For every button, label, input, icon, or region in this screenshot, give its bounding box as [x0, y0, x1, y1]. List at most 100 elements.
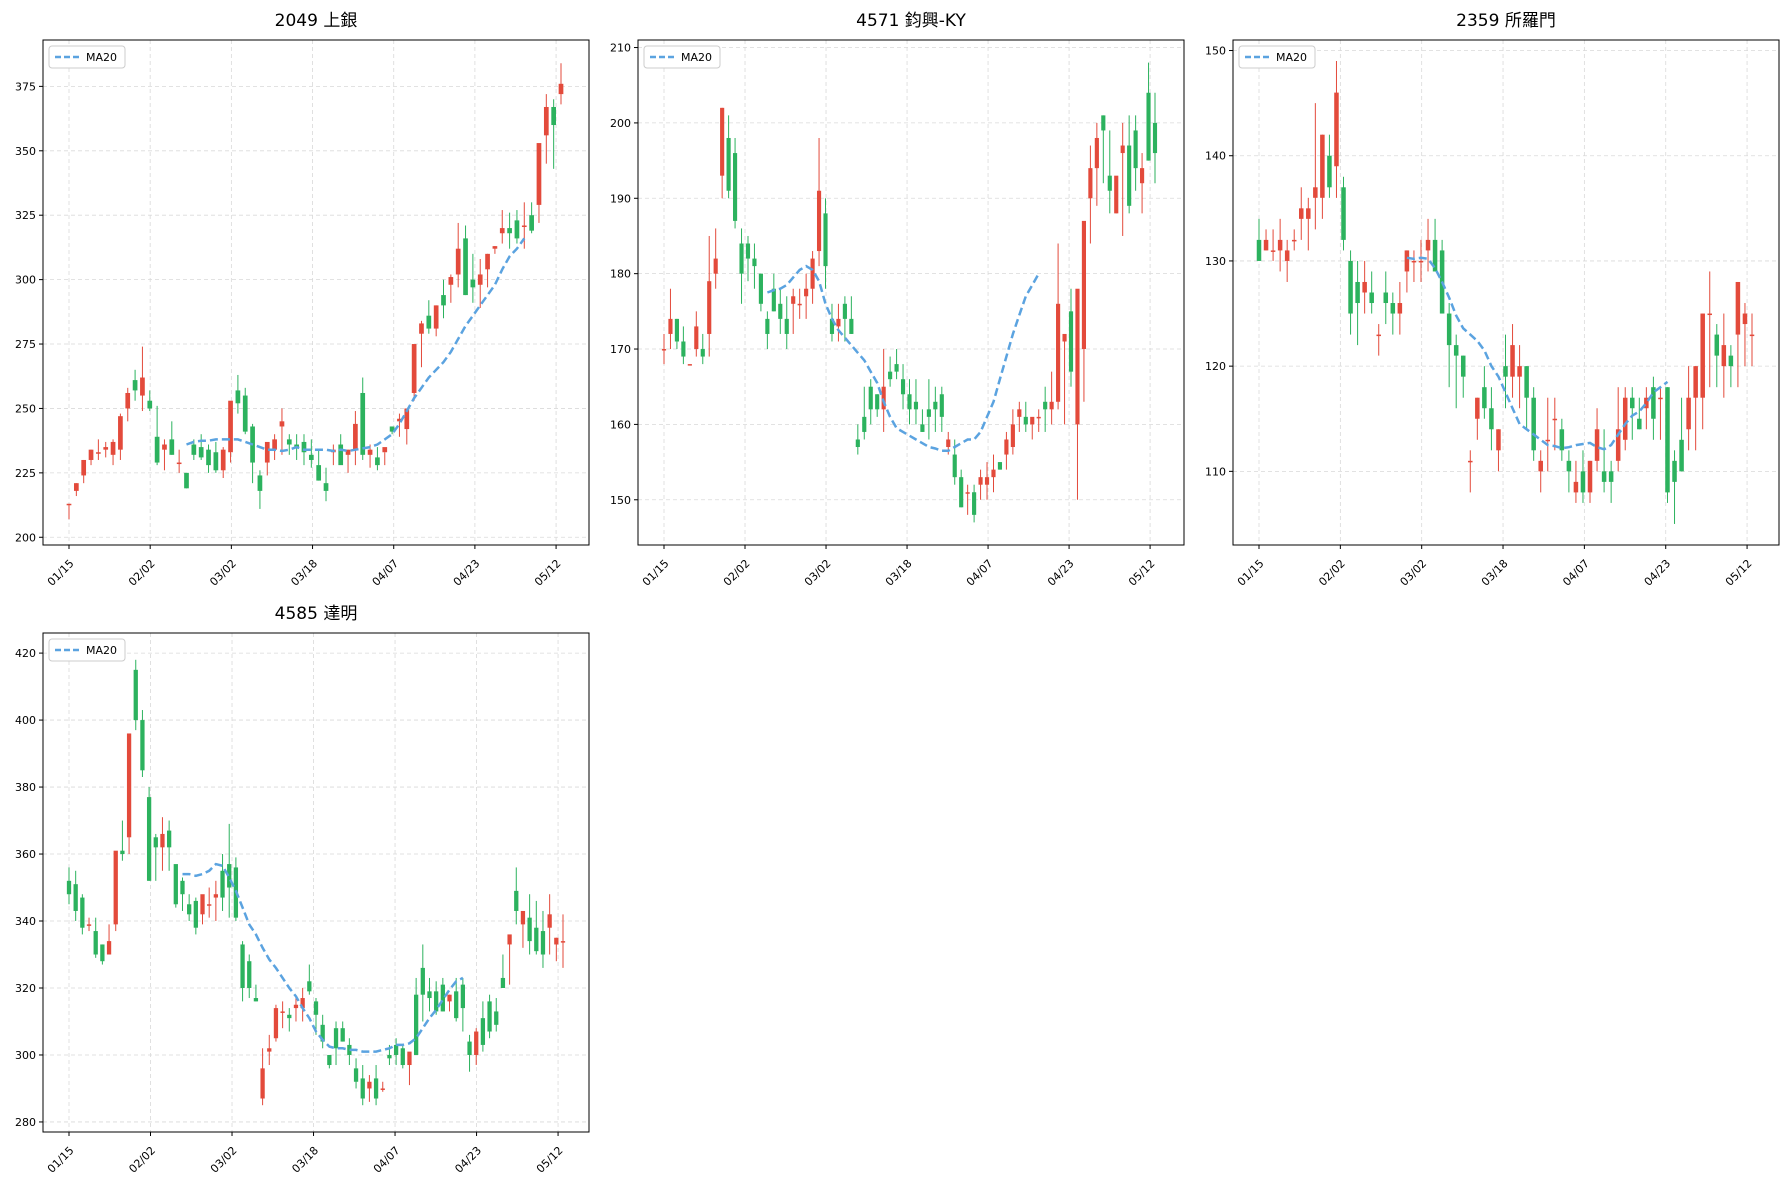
candle	[397, 413, 402, 437]
candle-body	[926, 409, 931, 417]
candle-body	[1313, 187, 1318, 198]
candle-body	[1017, 409, 1022, 417]
candle-body	[126, 733, 132, 838]
candle-body	[1700, 313, 1705, 398]
candle	[106, 924, 112, 955]
candle-body	[1658, 397, 1663, 400]
candle-body	[1256, 239, 1262, 261]
candle	[849, 296, 854, 334]
candle	[816, 137, 822, 267]
candle	[1453, 334, 1459, 409]
candle	[1376, 324, 1381, 356]
candle	[96, 439, 101, 460]
candle	[674, 318, 679, 350]
candle	[791, 288, 796, 334]
candle-body	[387, 1054, 392, 1059]
candle	[235, 374, 241, 414]
candle-body	[1503, 366, 1508, 377]
candle	[400, 1044, 405, 1069]
candle	[534, 900, 539, 955]
candle-body	[1608, 471, 1614, 482]
candle	[984, 462, 990, 500]
x-tick-label: 01/15	[1235, 557, 1267, 589]
candle	[441, 279, 446, 319]
candle	[875, 394, 880, 417]
candle-body	[1580, 471, 1586, 493]
candle	[707, 235, 712, 357]
candle	[900, 364, 906, 410]
candle-body	[162, 444, 167, 450]
candle	[360, 377, 366, 460]
candle-body	[1348, 260, 1353, 314]
candle-body	[804, 288, 809, 297]
legend-box	[643, 45, 721, 69]
candle-body	[140, 720, 145, 771]
candle-body	[499, 228, 505, 234]
candle-body	[1056, 303, 1061, 402]
candle	[1721, 313, 1727, 398]
candle-body	[1489, 408, 1494, 430]
candle-body	[447, 994, 452, 1002]
candle	[560, 914, 566, 968]
candle	[253, 984, 259, 1002]
candle	[1114, 175, 1119, 214]
candle-body	[235, 390, 241, 404]
candle-body	[1644, 397, 1649, 409]
candle-body	[427, 991, 432, 999]
candle	[520, 910, 526, 948]
candle	[1140, 153, 1145, 214]
y-tick-label: 200	[15, 531, 36, 544]
candle	[1601, 429, 1607, 493]
candle	[1425, 218, 1431, 272]
candle-body	[389, 426, 395, 432]
candle-body	[959, 477, 964, 508]
y-tick-label: 190	[610, 192, 631, 205]
x-tick-label: 02/02	[126, 1144, 158, 1176]
candle-body	[554, 937, 559, 945]
plot-frame	[42, 632, 590, 1133]
candle-body	[1693, 366, 1698, 398]
x-tick-label: 03/18	[289, 1144, 321, 1176]
plot-area	[43, 633, 589, 1132]
candle	[500, 954, 506, 988]
candle-body	[480, 1018, 486, 1045]
candle-body	[1531, 397, 1536, 451]
candle	[547, 894, 552, 955]
candle	[558, 63, 564, 105]
candle	[554, 937, 559, 962]
candle-body	[333, 1028, 339, 1049]
candle-body	[66, 503, 72, 506]
candle	[382, 447, 388, 466]
candle-body	[1665, 387, 1670, 493]
candle	[413, 977, 419, 1055]
candle	[920, 409, 925, 432]
candle	[978, 469, 983, 500]
candle	[454, 977, 459, 1022]
candle-body	[327, 1054, 332, 1066]
candle-body	[1133, 130, 1138, 169]
x-tick-label: 04/07	[1560, 557, 1592, 589]
y-tick-label: 320	[15, 982, 36, 995]
candle	[1004, 431, 1009, 470]
candle-body	[1559, 429, 1565, 451]
candle	[1468, 450, 1473, 493]
candle-body	[849, 318, 854, 334]
candle	[739, 228, 744, 304]
candle	[1397, 281, 1403, 335]
candle-body	[1594, 429, 1600, 461]
candle-body	[972, 492, 977, 515]
candle	[1107, 130, 1112, 214]
y-tick-label: 225	[15, 467, 36, 480]
candle-body	[1637, 418, 1642, 430]
y-tick-label: 140	[1205, 150, 1226, 163]
y-tick-label: 110	[1205, 465, 1226, 478]
candle-body	[810, 258, 815, 289]
candle	[1503, 334, 1508, 409]
candle-body	[367, 449, 373, 455]
candle-body	[360, 392, 366, 455]
candle	[474, 1028, 479, 1066]
candle	[1475, 397, 1480, 440]
candle-body	[287, 1014, 292, 1019]
candle	[1496, 429, 1501, 472]
candle	[842, 296, 847, 342]
